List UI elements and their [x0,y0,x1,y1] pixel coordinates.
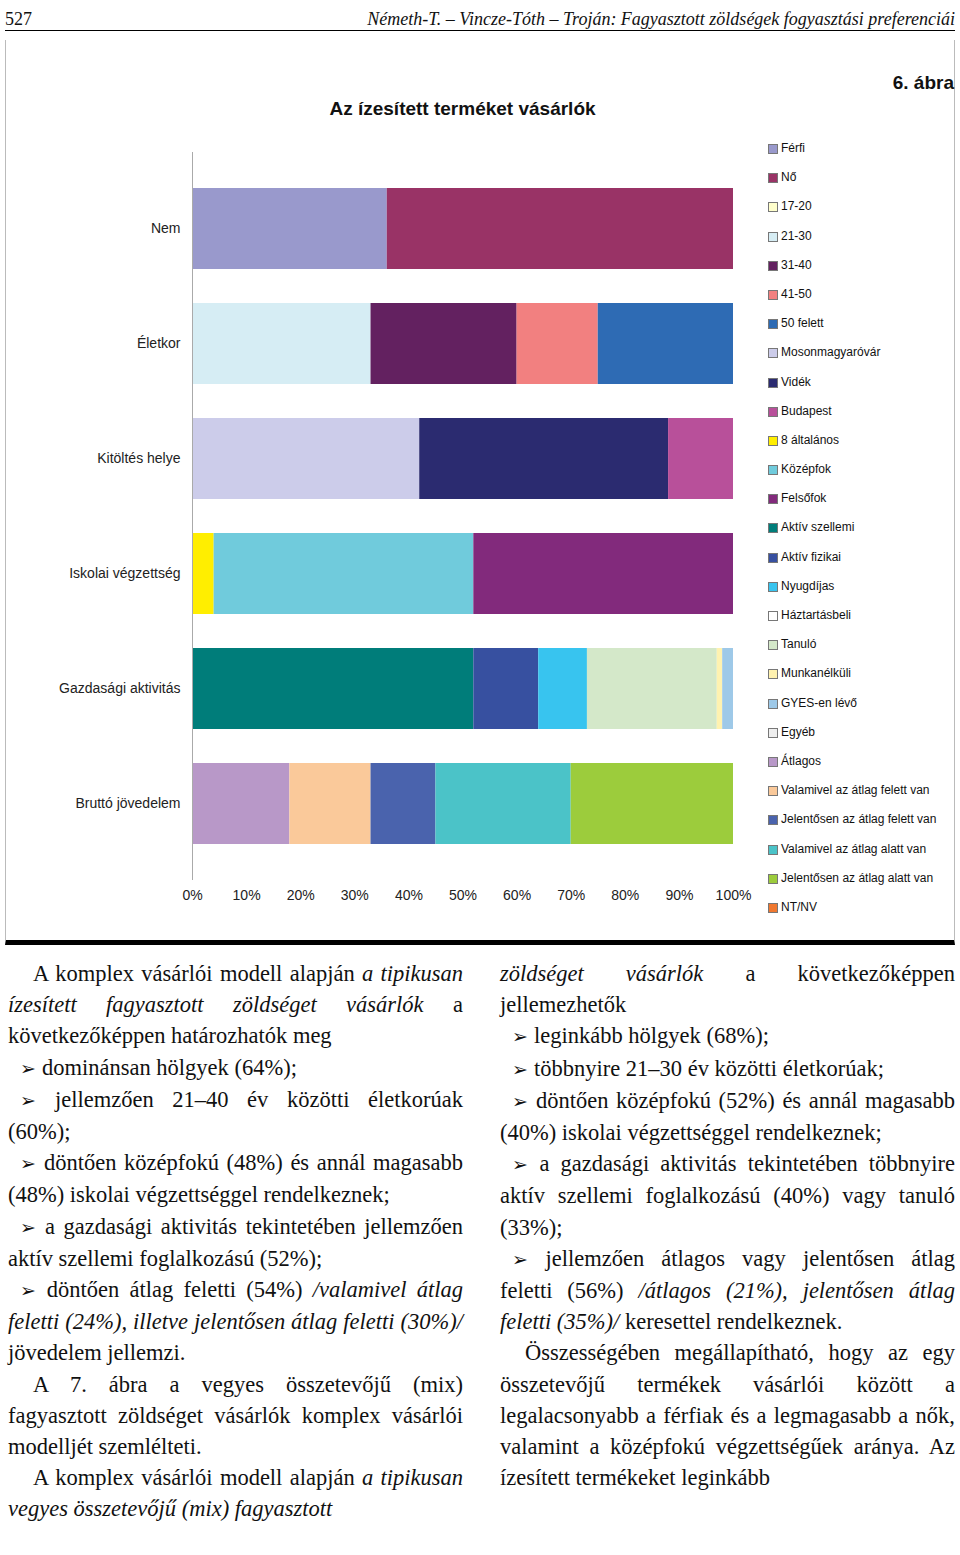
html-text:Mosonmagyaróvár: Mosonmagyaróvár [781,345,881,360]
html-text:a gazdasági aktivitás tekintet: a gazdasági aktivitás tekintetében jelle… [8,1213,463,1271]
html-text:Összességében megállapítható,: Összességében megállapítható, hogy az eg… [500,1340,955,1491]
html-text:jellemzően átlagos vagy jelent: jellemzően átlagos vagy jelentősen átlag… [500,1245,955,1335]
html-text:döntően átlag feletti (54%) /v: döntően átlag feletti (54%) /valamivel á… [8,1277,463,1335]
html-text:Az ízesített terméket vásárlók: Az ízesített terméket vásárlók [329,98,596,119]
svg-text:0%: 0% [182,887,202,903]
html-text:Budapest: Budapest [781,403,832,418]
html-text:zöldséget vásárlók a következő: zöldséget vásárlók a következőképpen jel… [500,961,955,1018]
svg-text:80%: 80% [611,887,639,903]
svg-text:100%: 100% [716,887,752,903]
html-text:Átlagos: Átlagos [781,753,821,768]
html-text:Németh-T. – Vincze-Tóth – Troj: Németh-T. – Vincze-Tóth – Troján: Fagyas… [367,9,955,29]
html-text:NT/NV: NT/NV [781,899,817,914]
html-text:döntően középfokú (52%) és ann: döntően középfokú (52%) és annál magasab… [500,1087,955,1145]
html-text:Háztartásbeli: Háztartásbeli [781,608,851,622]
html-text:GYES-en lévő: GYES-en lévő [781,695,857,710]
svg-text:Kitöltés helye: Kitöltés helye [97,450,180,466]
html-text:leginkább hölgyek (68%);: leginkább hölgyek (68%); [534,1023,769,1049]
svg-text:50%: 50% [449,887,477,903]
html-text:Tanuló: Tanuló [781,637,817,652]
html-text:17-20: 17-20 [781,199,812,214]
html-text:31-40: 31-40 [781,257,812,272]
html-text:Férfi: Férfi [781,141,805,155]
html-text:A 7. ábra a vegyes összetevőjű: A 7. ábra a vegyes összetevőjű (mix) fag… [8,1371,463,1459]
html-text:6. ábra: 6. ábra [892,72,954,93]
svg-text:20%: 20% [287,887,315,903]
svg-text:70%: 70% [557,887,585,903]
html-text:41-50: 41-50 [781,286,812,301]
html-text:Nő: Nő [781,170,797,185]
svg-text:Bruttó jövedelem: Bruttó jövedelem [75,795,180,811]
html-text:A komplex vásárlói modell alap: A komplex vásárlói modell alapján a tipi… [8,1465,463,1522]
html-text:A komplex vásárlói modell alap: A komplex vásárlói modell alapján a tipi… [8,961,463,1049]
html-text:Vidék: Vidék [781,374,811,389]
html-text:dominánsan hölgyek (64%);: dominánsan hölgyek (64%); [42,1054,297,1080]
html-text:döntően középfokú (48%) és ann: döntően középfokú (48%) és annál magasab… [8,1150,463,1208]
html-text:Aktív fizikai: Aktív fizikai [781,549,841,564]
html-text:a gazdasági aktivitás tekintet: a gazdasági aktivitás tekintetében többn… [500,1151,955,1240]
svg-text:Gazdasági aktivitás: Gazdasági aktivitás [59,680,180,696]
html-text:8 általános: 8 általános [781,432,839,447]
svg-text:Iskolai végzettség: Iskolai végzettség [69,565,180,581]
html-text:többnyire 21–30 év közötti éle: többnyire 21–30 év közötti életkorúak; [534,1055,884,1081]
html-text:Aktív szellemi: Aktív szellemi [781,520,855,535]
svg-text:10%: 10% [233,887,261,903]
svg-text:Nem: Nem [151,220,181,236]
html-text:50 felett: 50 felett [781,316,824,331]
svg-text:Életkor: Életkor [137,335,181,351]
html-text:jellemzően 21–40 év közötti él: jellemzően 21–40 év közötti életkorúak (… [8,1086,463,1144]
html-text:Jelentősen az átlag felett van: Jelentősen az átlag felett van [781,812,937,827]
html-text:Valamivel az átlag felett van: Valamivel az átlag felett van [781,783,930,798]
html-text:Felsőfok: Felsőfok [781,491,827,506]
svg-text:40%: 40% [395,887,423,903]
html-text:Valamivel az átlag alatt van: Valamivel az átlag alatt van [781,841,927,856]
svg-text:90%: 90% [665,887,693,903]
svg-text:30%: 30% [341,887,369,903]
html-text:21-30: 21-30 [781,228,812,243]
html-text:Egyéb: Egyéb [781,724,815,739]
html-text:Nyugdíjas: Nyugdíjas [781,578,835,593]
html-text:527: 527 [5,9,32,29]
html-text:Középfok: Középfok [781,462,831,477]
html-text:Jelentősen az átlag alatt van: Jelentősen az átlag alatt van [781,870,934,885]
html-text:jövedelem jellemzi.: jövedelem jellemzi. [8,1340,186,1366]
svg-text:60%: 60% [503,887,531,903]
html-text:Munkanélküli: Munkanélküli [781,666,851,681]
